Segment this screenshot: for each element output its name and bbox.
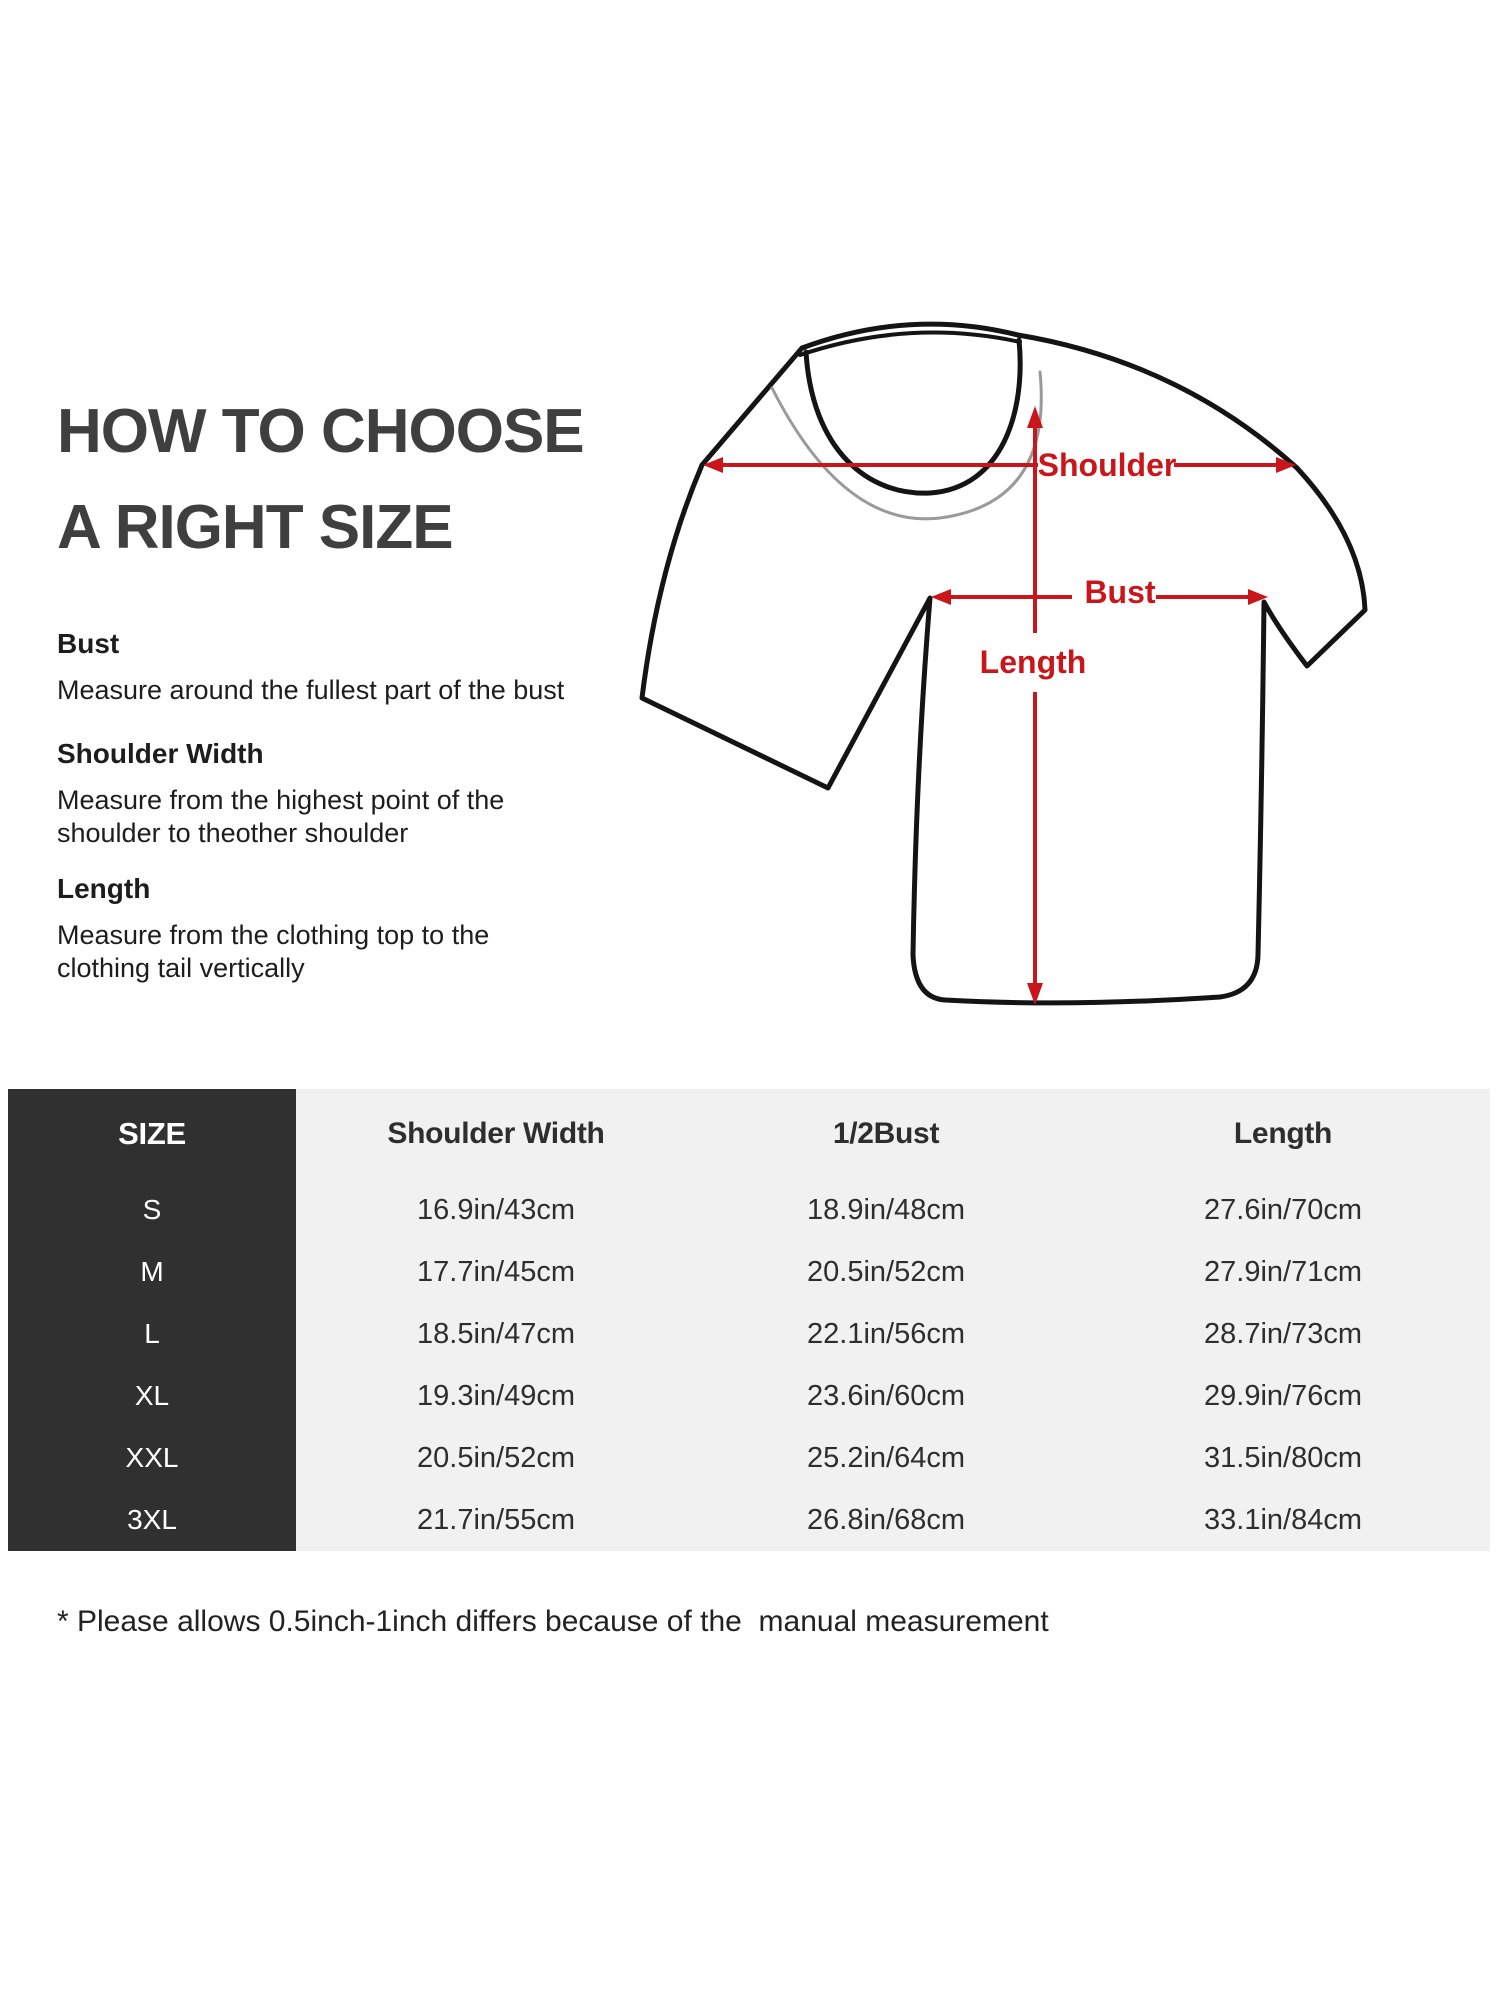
- header-size: SIZE: [8, 1089, 296, 1179]
- page-title-line2: A RIGHT SIZE: [57, 493, 454, 562]
- tshirt-measurement-diagram: Shoulder Bust Length: [639, 321, 1368, 1006]
- instruction-bust-text: Measure around the fullest part of the b…: [57, 675, 565, 705]
- length-cell: 33.1in/84cm: [1076, 1489, 1490, 1551]
- instruction-shoulder-width: Shoulder Width Measure from the highest …: [57, 738, 504, 850]
- size-cell: XXL: [8, 1427, 296, 1489]
- instruction-shoulder-text-line1: Measure from the highest point of the: [57, 785, 505, 815]
- length-arrowhead-top: [1027, 406, 1043, 428]
- instruction-shoulder-heading: Shoulder Width: [57, 738, 264, 769]
- header-length: Length: [1076, 1089, 1490, 1179]
- bust-arrowhead-left: [931, 589, 951, 605]
- header-shoulder-width: Shoulder Width: [296, 1089, 696, 1179]
- instruction-bust: Bust Measure around the fullest part of …: [57, 628, 564, 707]
- size-cell: XL: [8, 1365, 296, 1427]
- size-cell: L: [8, 1303, 296, 1365]
- page-title: HOW TO CHOOSE A RIGHT SIZE: [57, 384, 585, 576]
- bust-arrowhead-right: [1248, 589, 1268, 605]
- bust-cell: 25.2in/64cm: [696, 1427, 1076, 1489]
- size-cell: M: [8, 1241, 296, 1303]
- bust-cell: 22.1in/56cm: [696, 1303, 1076, 1365]
- table-row-s: S 16.9in/43cm 18.9in/48cm 27.6in/70cm: [8, 1179, 1490, 1241]
- size-cell: S: [8, 1179, 296, 1241]
- length-cell: 27.9in/71cm: [1076, 1241, 1490, 1303]
- shoulder-cell: 19.3in/49cm: [296, 1365, 696, 1427]
- bust-cell: 26.8in/68cm: [696, 1489, 1076, 1551]
- instruction-length: Length Measure from the clothing top to …: [57, 873, 489, 985]
- instruction-shoulder-text-line2: shoulder to theother shoulder: [57, 818, 409, 848]
- instruction-bust-heading: Bust: [57, 628, 120, 659]
- shoulder-cell: 16.9in/43cm: [296, 1179, 696, 1241]
- table-row-xl: XL 19.3in/49cm 23.6in/60cm 29.9in/76cm: [8, 1365, 1490, 1427]
- table-row-3xl: 3XL 21.7in/55cm 26.8in/68cm 33.1in/84cm: [8, 1489, 1490, 1551]
- shoulder-cell: 18.5in/47cm: [296, 1303, 696, 1365]
- table-row-l: L 18.5in/47cm 22.1in/56cm 28.7in/73cm: [8, 1303, 1490, 1365]
- size-cell: 3XL: [8, 1489, 296, 1551]
- shoulder-cell: 20.5in/52cm: [296, 1427, 696, 1489]
- table-row-m: M 17.7in/45cm 20.5in/52cm 27.9in/71cm: [8, 1241, 1490, 1303]
- instruction-length-text-line2: clothing tail vertically: [57, 953, 305, 983]
- size-table-header-row: SIZE Shoulder Width 1/2Bust Length: [8, 1089, 1490, 1179]
- length-cell: 31.5in/80cm: [1076, 1427, 1490, 1489]
- collar-inner-line: [803, 337, 1023, 496]
- size-table: SIZE Shoulder Width 1/2Bust Length S 16.…: [8, 1089, 1490, 1551]
- length-arrow-label: Length: [980, 644, 1087, 680]
- bust-cell: 18.9in/48cm: [696, 1179, 1076, 1241]
- shoulder-cell: 17.7in/45cm: [296, 1241, 696, 1303]
- measurement-disclaimer: * Please allows 0.5inch-1inch differs be…: [57, 1605, 1049, 1638]
- shoulder-cell: 21.7in/55cm: [296, 1489, 696, 1551]
- bust-cell: 20.5in/52cm: [696, 1241, 1076, 1303]
- page-title-line1: HOW TO CHOOSE: [57, 397, 585, 466]
- header-half-bust: 1/2Bust: [696, 1089, 1076, 1179]
- tshirt-outline: [639, 321, 1368, 1006]
- shoulder-arrow-label: Shoulder: [1038, 447, 1177, 483]
- bust-cell: 23.6in/60cm: [696, 1365, 1076, 1427]
- instruction-length-text-line1: Measure from the clothing top to the: [57, 920, 490, 950]
- length-cell: 27.6in/70cm: [1076, 1179, 1490, 1241]
- collar-rim-line: [798, 330, 1022, 357]
- bust-arrow-label: Bust: [1084, 574, 1155, 610]
- table-row-xxl: XXL 20.5in/52cm 25.2in/64cm 31.5in/80cm: [8, 1427, 1490, 1489]
- length-cell: 28.7in/73cm: [1076, 1303, 1490, 1365]
- instruction-length-heading: Length: [57, 873, 151, 904]
- length-arrowhead-bottom: [1027, 983, 1043, 1005]
- length-cell: 29.9in/76cm: [1076, 1365, 1490, 1427]
- shoulder-arrowhead-left: [703, 457, 723, 473]
- shoulder-arrowhead-right: [1276, 457, 1296, 473]
